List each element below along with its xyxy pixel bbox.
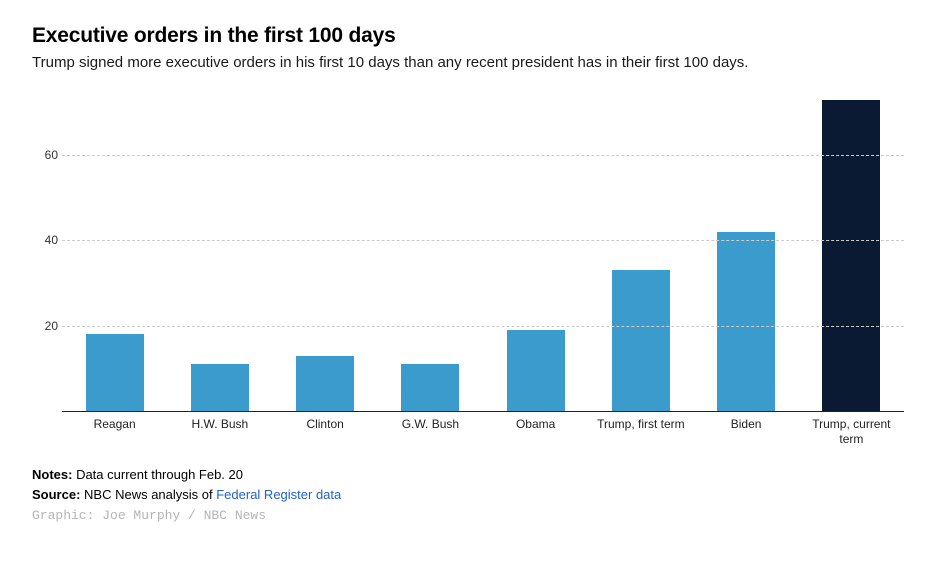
footer-source: Source: NBC News analysis of Federal Reg… xyxy=(32,485,904,505)
footer-notes: Notes: Data current through Feb. 20 xyxy=(32,465,904,485)
source-link[interactable]: Federal Register data xyxy=(216,487,341,502)
plot-area xyxy=(62,91,904,411)
y-tick-label: 20 xyxy=(32,319,58,333)
y-tick-label: 40 xyxy=(32,233,58,247)
notes-label: Notes: xyxy=(32,467,72,482)
bar xyxy=(86,334,144,411)
bars-container xyxy=(62,91,904,411)
y-tick-label: 60 xyxy=(32,148,58,162)
chart-footer: Notes: Data current through Feb. 20 Sour… xyxy=(32,465,904,526)
bar-slot xyxy=(167,91,272,411)
bar-slot xyxy=(483,91,588,411)
gridline xyxy=(62,240,904,241)
bar xyxy=(191,364,249,411)
gridline xyxy=(62,326,904,327)
x-tick-label: G.W. Bush xyxy=(378,411,483,451)
x-tick-label: H.W. Bush xyxy=(167,411,272,451)
bar xyxy=(717,232,775,411)
chart-title: Executive orders in the first 100 days xyxy=(32,24,904,48)
source-text: NBC News analysis of xyxy=(80,487,216,502)
bar xyxy=(612,270,670,411)
bar-slot xyxy=(378,91,483,411)
chart-page: Executive orders in the first 100 days T… xyxy=(0,0,936,578)
footer-credit: Graphic: Joe Murphy / NBC News xyxy=(32,506,904,526)
bar xyxy=(822,100,880,411)
bar-slot xyxy=(62,91,167,411)
x-axis-labels: ReaganH.W. BushClintonG.W. BushObamaTrum… xyxy=(62,411,904,451)
bar-slot xyxy=(799,91,904,411)
notes-text: Data current through Feb. 20 xyxy=(72,467,243,482)
source-label: Source: xyxy=(32,487,80,502)
bar xyxy=(507,330,565,411)
bar-slot xyxy=(273,91,378,411)
x-tick-label: Biden xyxy=(694,411,799,451)
chart-subtitle: Trump signed more executive orders in hi… xyxy=(32,54,904,71)
y-axis: 20 40 60 xyxy=(32,91,62,451)
bar xyxy=(296,356,354,411)
x-tick-label: Reagan xyxy=(62,411,167,451)
gridline xyxy=(62,155,904,156)
bar-slot xyxy=(588,91,693,411)
x-tick-label: Clinton xyxy=(273,411,378,451)
x-tick-label: Trump, first term xyxy=(588,411,693,451)
bar xyxy=(401,364,459,411)
x-tick-label: Obama xyxy=(483,411,588,451)
x-tick-label: Trump, current term xyxy=(799,411,904,451)
bar-slot xyxy=(694,91,799,411)
chart-area: 20 40 60 ReaganH.W. BushClintonG.W. BushOb… xyxy=(32,91,904,451)
